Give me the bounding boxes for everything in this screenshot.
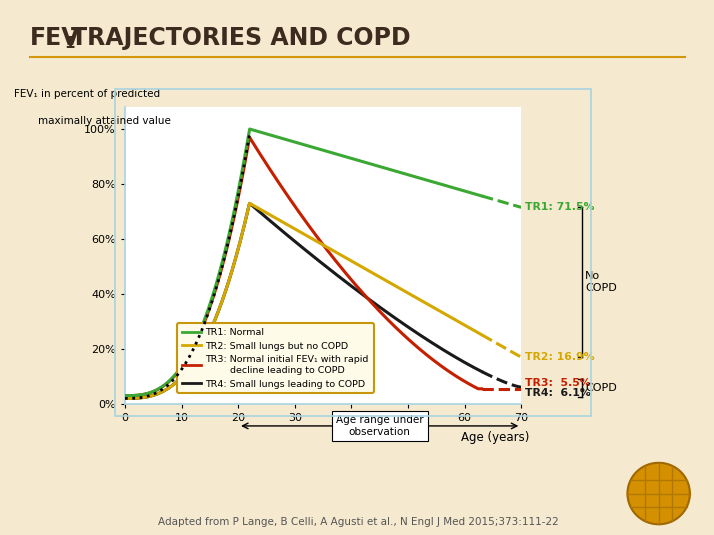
- Circle shape: [628, 463, 690, 524]
- Text: maximally attained value: maximally attained value: [38, 116, 171, 126]
- Text: No
COPD: No COPD: [585, 271, 617, 293]
- Text: TR3:  5.5%: TR3: 5.5%: [526, 378, 591, 388]
- Text: COPD: COPD: [585, 383, 617, 393]
- Text: Age (years): Age (years): [461, 431, 529, 444]
- Text: TR4:  6.1%: TR4: 6.1%: [526, 388, 591, 398]
- Legend: TR1: Normal, TR2: Small lungs but no COPD, TR3: Normal initial FEV₁ with rapid
 : TR1: Normal, TR2: Small lungs but no COP…: [177, 323, 373, 393]
- Text: FEV: FEV: [30, 26, 81, 50]
- Text: TR2: 16.9%: TR2: 16.9%: [526, 352, 595, 362]
- Text: TR1: 71.5%: TR1: 71.5%: [526, 202, 595, 212]
- Text: FEV₁ in percent of predicted: FEV₁ in percent of predicted: [14, 89, 160, 99]
- Text: TRAJECTORIES AND COPD: TRAJECTORIES AND COPD: [71, 26, 411, 50]
- Text: Age range under
observation: Age range under observation: [336, 415, 423, 437]
- Bar: [115, 89, 591, 416]
- Text: Adapted from P Lange, B Celli, A Agusti et al., N Engl J Med 2015;373:111-22: Adapted from P Lange, B Celli, A Agusti …: [158, 517, 558, 527]
- Text: 1: 1: [64, 35, 74, 50]
